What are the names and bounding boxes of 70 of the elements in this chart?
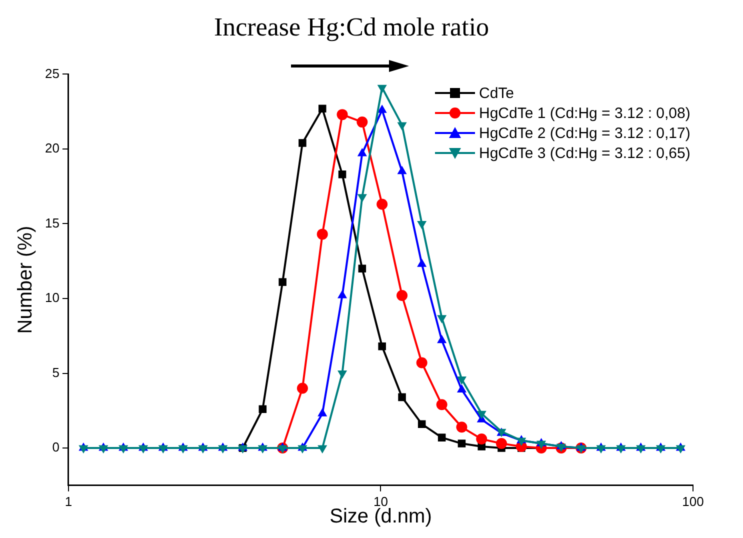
point xyxy=(378,342,386,350)
legend-label: HgCdTe 2 (Cd:Hg = 3.12 : 0,17) xyxy=(479,124,690,142)
legend-label: HgCdTe 1 (Cd:Hg = 3.12 : 0,08) xyxy=(479,104,690,122)
point xyxy=(536,440,546,450)
point xyxy=(437,334,447,344)
point xyxy=(456,376,466,385)
point xyxy=(616,445,626,454)
point xyxy=(336,109,348,120)
point xyxy=(456,422,468,433)
point xyxy=(476,410,486,420)
point xyxy=(417,258,427,267)
point xyxy=(416,357,428,368)
point xyxy=(357,148,367,156)
y-tick-label: 10 xyxy=(44,290,60,306)
point xyxy=(78,445,88,454)
y-tick-label: 0 xyxy=(52,440,60,455)
point xyxy=(438,434,446,442)
point xyxy=(318,408,328,416)
point xyxy=(417,220,427,230)
point xyxy=(218,445,228,454)
point xyxy=(278,278,286,286)
point xyxy=(98,445,108,454)
point xyxy=(356,116,368,128)
point xyxy=(316,228,328,240)
point xyxy=(396,290,408,301)
legend-label: CdTe xyxy=(479,84,514,102)
point xyxy=(397,166,407,174)
point xyxy=(376,198,388,210)
point xyxy=(596,445,606,454)
point xyxy=(437,315,447,324)
point xyxy=(318,445,328,454)
point xyxy=(296,382,308,394)
point xyxy=(318,104,326,112)
point xyxy=(138,445,148,454)
point xyxy=(436,399,448,410)
point xyxy=(298,139,306,147)
y-axis-title: Number (%) xyxy=(14,226,37,334)
point xyxy=(676,445,686,454)
y-tick-label: 5 xyxy=(52,364,60,380)
point xyxy=(258,405,267,414)
point xyxy=(397,122,407,131)
chart-title: Increase Hg:Cd mole ratio xyxy=(214,12,490,42)
point xyxy=(377,104,387,113)
point xyxy=(398,393,406,402)
point xyxy=(516,438,526,446)
y-tick-label: 15 xyxy=(44,215,60,230)
point xyxy=(458,440,466,448)
point xyxy=(178,445,188,454)
legend-label: HgCdTe 3 (Cd:Hg = 3.12 : 0,65) xyxy=(479,144,690,162)
point xyxy=(198,445,208,454)
x-tick-label: 1 xyxy=(64,494,72,509)
point xyxy=(476,434,488,445)
x-tick-label: 100 xyxy=(682,494,704,509)
point xyxy=(338,170,346,178)
point xyxy=(158,445,168,454)
point xyxy=(338,290,348,298)
point xyxy=(496,438,507,450)
y-tick-label: 25 xyxy=(44,66,60,81)
point xyxy=(418,420,426,428)
point xyxy=(298,445,308,454)
y-tick-label: 20 xyxy=(44,140,60,156)
point xyxy=(338,370,348,379)
point xyxy=(357,194,367,202)
point xyxy=(118,445,128,454)
point xyxy=(636,445,646,454)
point xyxy=(258,445,268,454)
point xyxy=(278,445,288,454)
point xyxy=(656,445,666,454)
point xyxy=(358,264,366,272)
point xyxy=(377,84,387,94)
